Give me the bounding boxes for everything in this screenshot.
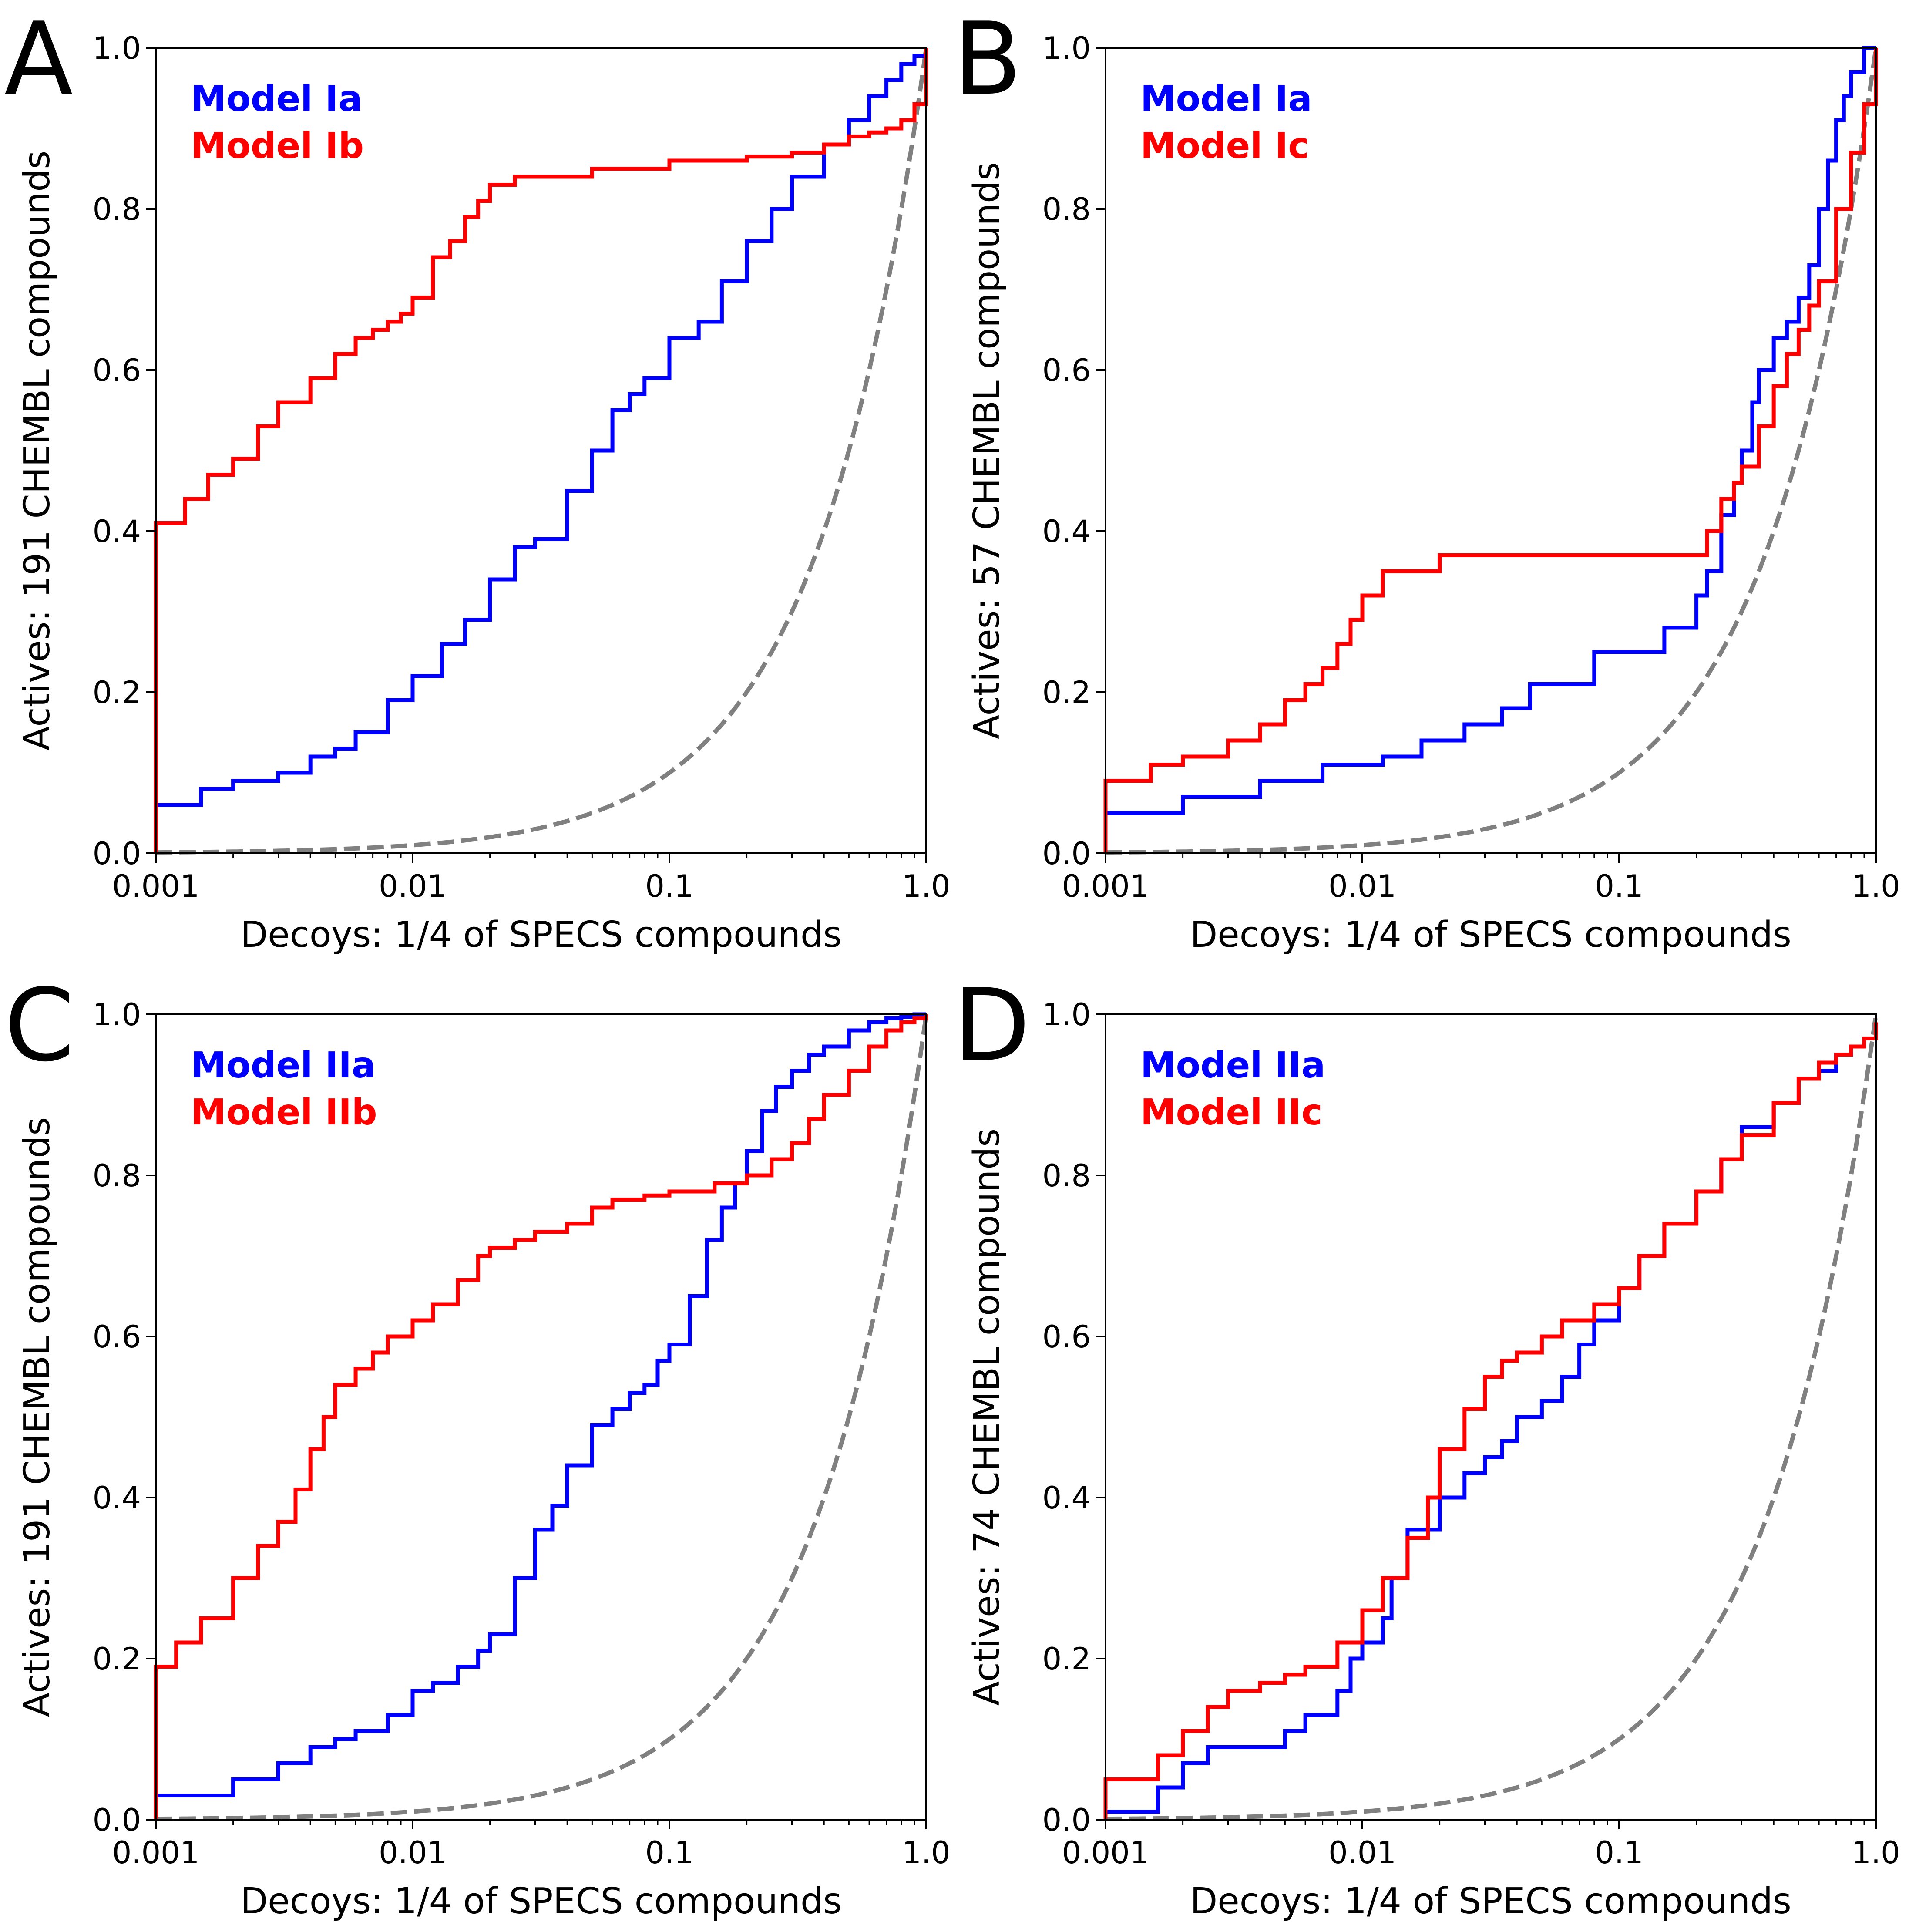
x-tick-label: 0.001: [112, 868, 199, 904]
legend-entry-model-iib: Model IIb: [191, 1092, 377, 1133]
panel-letter: C: [4, 968, 74, 1084]
y-tick-label: 0.2: [1042, 675, 1091, 710]
random-baseline-line: [1106, 1014, 1878, 1821]
series-line-model-iic: [1103, 1022, 1878, 1820]
y-tick-label: 0.4: [93, 1480, 141, 1516]
y-tick-label: 0.8: [1042, 192, 1091, 227]
legend-entry-model-ia: Model Ia: [1140, 78, 1312, 120]
y-tick-label: 0.6: [1042, 353, 1091, 388]
y-tick-label: 1.0: [93, 997, 141, 1033]
y-tick-label: 0.8: [93, 192, 141, 227]
axes-frame: [155, 47, 927, 854]
x-tick-label: 0.1: [1595, 868, 1643, 904]
axes-frame: [155, 1013, 927, 1821]
y-tick-label: 0.2: [93, 675, 141, 710]
series-line-model-iia: [1103, 1022, 1878, 1820]
series-line-model-iib: [154, 1014, 928, 1820]
series-line-model-iia: [154, 1012, 926, 1820]
x-tick-label: 1.0: [1852, 1835, 1900, 1871]
x-tick-label: 0.001: [1062, 1835, 1149, 1871]
y-tick-label: 0.4: [93, 514, 141, 549]
y-tick-label: 0.0: [93, 836, 141, 872]
panel-a: A 0.001 0.01 0.1 1.0 0.0 0.2 0.4 0.6 0.8 1.0 Decoys…: [4, 1, 951, 956]
legend-entry-model-ib: Model Ib: [191, 125, 364, 167]
panel-b: B 0.001 0.01 0.1 1.0 0.0 0.2 0.4 0.6 0.8 1.0 Decoys…: [953, 1, 1900, 956]
random-baseline-line: [1105, 47, 1878, 855]
y-tick-label: 0.0: [1042, 836, 1091, 872]
y-tick-label: 0.0: [93, 1802, 141, 1838]
panel-d: D 0.001 0.01 0.1 1.0 0.0 0.2 0.4 0.6 0.8 1.0 Decoys…: [953, 968, 1900, 1922]
legend-entry-model-ic: Model Ic: [1140, 125, 1309, 167]
legend-entry-model-iic: Model IIc: [1140, 1092, 1323, 1133]
y-tick-label: 0.0: [1042, 1802, 1091, 1838]
x-axis-label: Decoys: 1/4 of SPECS compounds: [240, 1881, 842, 1922]
x-tick-label: 0.01: [379, 868, 447, 904]
legend-entry-model-iia: Model IIa: [1140, 1045, 1325, 1086]
random-baseline-line: [156, 1014, 928, 1821]
y-tick-label: 0.4: [1042, 1480, 1091, 1516]
y-tick-label: 0.2: [1042, 1641, 1091, 1677]
legend-entry-model-iia: Model IIa: [191, 1045, 376, 1086]
x-axis-label: Decoys: 1/4 of SPECS compounds: [1190, 914, 1791, 956]
axes-frame: [1105, 47, 1877, 854]
x-tick-label: 1.0: [1852, 868, 1900, 904]
series-line-model-ib: [154, 48, 928, 853]
random-baseline-line: [155, 47, 928, 855]
x-tick-label: 1.0: [902, 868, 950, 904]
x-tick-label: 0.001: [112, 1835, 199, 1871]
x-tick-label: 0.01: [1328, 1835, 1396, 1871]
series-line-model-ic: [1103, 48, 1878, 853]
y-tick-label: 0.6: [93, 353, 141, 388]
y-tick-label: 0.2: [93, 1641, 141, 1677]
x-tick-label: 0.1: [1595, 1835, 1643, 1871]
panel-c: C 0.001 0.01 0.1 1.0 0.0 0.2 0.4 0.6 0.8 1.0 Decoys…: [4, 968, 951, 1922]
y-tick-label: 0.8: [1042, 1158, 1091, 1194]
axes-frame: [1105, 1013, 1877, 1821]
x-tick-label: 0.01: [1328, 868, 1396, 904]
x-tick-label: 0.1: [645, 1835, 693, 1871]
y-tick-label: 1.0: [93, 30, 141, 66]
panel-letter: D: [953, 968, 1030, 1084]
panel-letter: B: [953, 1, 1022, 118]
series-line-model-ia: [1103, 46, 1876, 853]
x-axis-label: Decoys: 1/4 of SPECS compounds: [240, 914, 842, 956]
y-axis-label: Actives: 191 CHEMBL compounds: [17, 151, 58, 751]
y-axis-label: Actives: 191 CHEMBL compounds: [17, 1117, 58, 1717]
x-tick-label: 0.01: [379, 1835, 447, 1871]
x-tick-label: 0.001: [1062, 868, 1149, 904]
x-tick-label: 0.1: [645, 868, 693, 904]
y-tick-label: 1.0: [1042, 997, 1091, 1033]
y-tick-label: 0.6: [93, 1319, 141, 1355]
series-line-model-ia: [154, 48, 928, 853]
y-tick-label: 0.4: [1042, 514, 1091, 549]
x-axis-label: Decoys: 1/4 of SPECS compounds: [1190, 1881, 1791, 1922]
x-tick-label: 1.0: [902, 1835, 950, 1871]
y-tick-label: 0.6: [1042, 1319, 1091, 1355]
y-axis-label: Actives: 74 CHEMBL compounds: [966, 1128, 1008, 1706]
y-tick-label: 0.8: [93, 1158, 141, 1194]
panel-letter: A: [4, 1, 73, 118]
legend-entry-model-ia: Model Ia: [191, 78, 363, 120]
y-tick-label: 1.0: [1042, 30, 1091, 66]
y-axis-label: Actives: 57 CHEMBL compounds: [966, 162, 1008, 739]
